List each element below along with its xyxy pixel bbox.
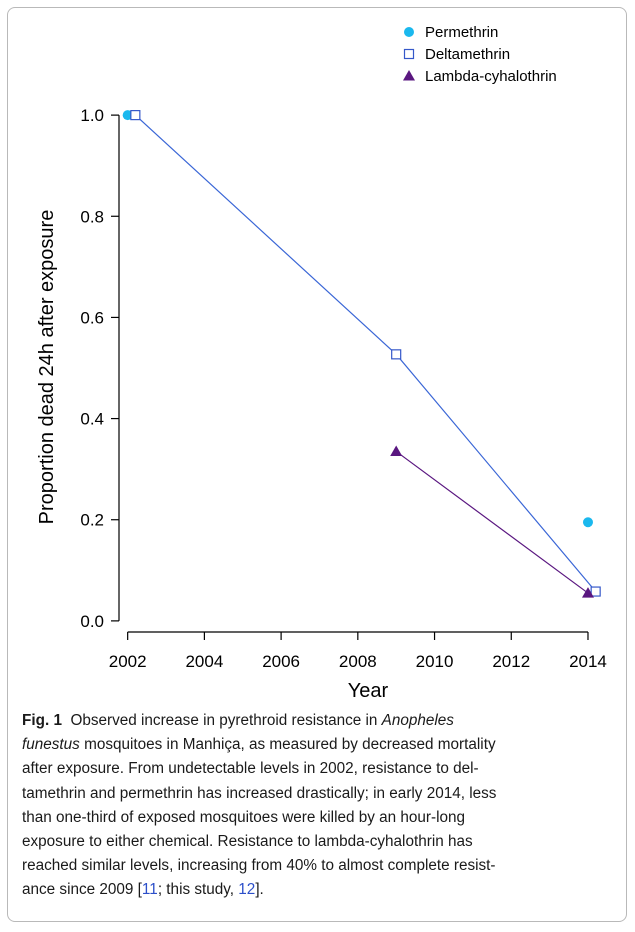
legend-label: Lambda-cyhalothrin (425, 68, 557, 85)
caption-text: Observed increase in pyrethroid resistan… (70, 712, 382, 729)
y-tick-label: 0.6 (80, 308, 104, 327)
y-tick-label: 0.8 (80, 207, 104, 226)
y-tick-label: 0.2 (80, 511, 104, 530)
legend-label: Deltamethrin (425, 46, 510, 63)
figure-caption: Fig. 1 Observed increase in pyrethroid r… (22, 709, 620, 903)
series-line (134, 114, 597, 592)
data-point (391, 349, 402, 360)
x-tick-label: 2004 (185, 652, 223, 671)
y-axis-label: Proportion dead 24h after exposure (36, 210, 58, 525)
x-tick-label: 2010 (416, 652, 454, 671)
legend-marker (403, 48, 415, 60)
data-point (390, 445, 403, 456)
y-tick-label: 0.4 (80, 410, 104, 429)
legend-label: Permethrin (425, 24, 498, 41)
caption-text: after exposure. From undetectable levels… (22, 760, 479, 778)
caption-text: ; this study, (157, 881, 239, 899)
caption-text: ]. (255, 881, 264, 899)
caption-italic: funestus (22, 736, 80, 754)
reference-link[interactable]: 12 (238, 881, 256, 899)
x-tick-label: 2006 (262, 652, 300, 671)
data-point (130, 110, 141, 121)
caption-text: tamethrin and permethrin has increased d… (22, 784, 497, 802)
x-axis-label: Year (348, 680, 389, 700)
caption-text: than one-third of exposed mosquitoes wer… (22, 808, 466, 826)
chart: 2002 2004 2006 2008 2010 2012 2014 0.0 0.2 0.4 0.6… (36, 24, 607, 700)
figure-frame (7, 7, 627, 922)
data-markers (122, 110, 601, 598)
data-point (590, 586, 601, 597)
data-point (581, 587, 594, 598)
axes: 2002 2004 2006 2008 2010 2012 2014 0.0 0.2 0.4 0.6… (80, 106, 607, 671)
caption-text: ance since 2009 [ (22, 881, 142, 899)
series-lines (134, 114, 597, 594)
x-tick-label: 2008 (339, 652, 377, 671)
data-point (122, 110, 133, 121)
legend: Permethrin Deltamethrin Lambda-cyhalothrin (403, 24, 557, 85)
y-tick-label: 1.0 (80, 106, 104, 125)
figure-label: Fig. 1 (22, 712, 62, 729)
caption-text: exposure to either chemical. Resistance … (22, 833, 473, 851)
caption-text: reached similar levels, increasing from … (22, 857, 496, 875)
caption-text: mosquitoes in Manhiça, as measured by de… (79, 736, 496, 754)
data-point (582, 517, 593, 528)
x-tick-label: 2014 (569, 652, 607, 671)
x-tick-label: 2012 (492, 652, 530, 671)
legend-marker (404, 27, 414, 37)
reference-link[interactable]: 11 (141, 881, 158, 899)
series-line (395, 450, 589, 594)
legend-marker (403, 70, 415, 81)
caption-italic: Anopheles (381, 712, 454, 729)
x-tick-label: 2002 (109, 652, 147, 671)
y-tick-label: 0.0 (80, 612, 104, 631)
